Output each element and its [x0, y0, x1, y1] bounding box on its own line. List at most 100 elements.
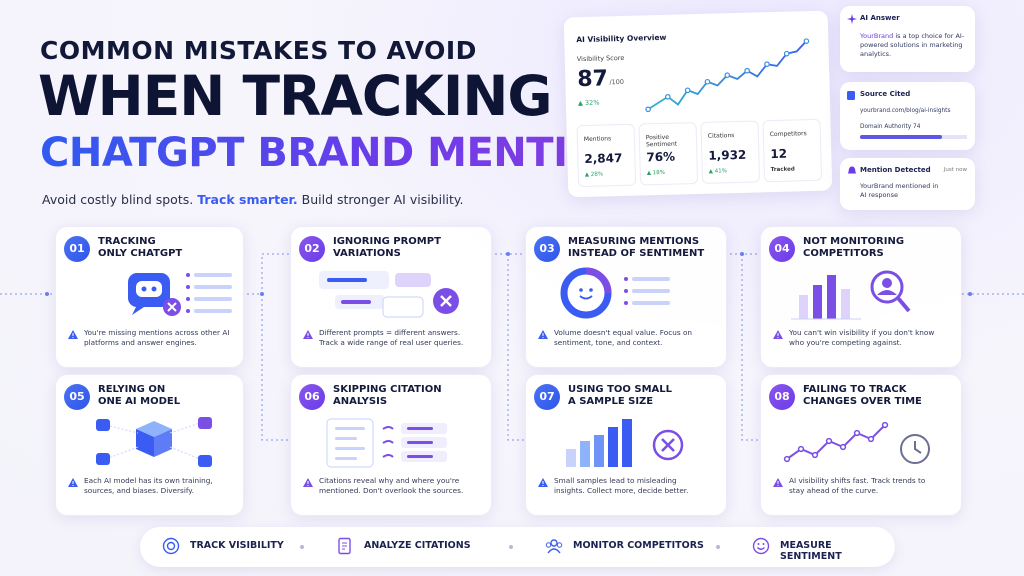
decor: [407, 455, 433, 458]
decor: [777, 337, 779, 338]
mistake-title-line: NOT MONITORING: [803, 236, 905, 247]
decor: [186, 309, 190, 313]
decor: [141, 286, 147, 292]
decor: [72, 337, 74, 338]
decor: [382, 296, 424, 318]
ai-answer-title: AI Answer: [860, 14, 900, 22]
decor: [624, 301, 628, 305]
decor: [162, 537, 180, 555]
footer-item: MEASURE SENTIMENT: [780, 540, 842, 562]
decor: [811, 451, 819, 459]
mistake-card: 08 FAILING TO TRACK CHANGES OVER TIME AI vi…: [760, 374, 962, 516]
decor: [724, 72, 731, 79]
stat-value: 1,932: [708, 147, 747, 163]
score-change: ▲ 32%: [577, 98, 600, 108]
decor: [307, 481, 309, 484]
mistake-title-line: RELYING ON: [98, 384, 166, 395]
footer-icon: [338, 537, 351, 555]
warning-icon: [538, 330, 548, 339]
mistake-title-line: TRACKING: [98, 236, 156, 247]
decor: [307, 333, 309, 336]
stat-card: Competitors 12 Tracked: [762, 118, 823, 183]
mistake-title-line: MEASURING MENTIONS: [568, 236, 700, 247]
stat-card: Mentions 2,847 ▲ 28%: [576, 123, 637, 188]
stat-change: ▲ 18%: [646, 169, 666, 177]
decor: [335, 457, 357, 460]
decor: [407, 441, 433, 444]
decor: [813, 285, 822, 319]
decor: [382, 440, 394, 444]
decor: [624, 289, 628, 293]
decor: [881, 421, 889, 429]
decor: [341, 300, 371, 304]
mistake-title: RELYING ON ONE AI MODEL: [98, 384, 180, 408]
stat-change: ▲ 41%: [708, 168, 728, 175]
decor: [841, 289, 850, 319]
decor: [96, 453, 110, 465]
decor: [853, 429, 861, 437]
mistake-card: 04 NOT MONITORING COMPETITORS You can't win…: [760, 226, 962, 368]
mention-card: Mention Detected Just now YourBrand ment…: [840, 158, 975, 210]
title-line-2: WHEN TRACKING: [38, 64, 553, 128]
decor: [136, 281, 162, 297]
warning-icon: [68, 478, 78, 487]
decor: [579, 288, 583, 292]
decor: [338, 537, 351, 555]
mistake-card: 07 USING TOO SMALL A SAMPLE SIZE Small samp…: [525, 374, 727, 516]
decor: [825, 437, 833, 445]
decor: [542, 337, 544, 338]
mistake-number: 06: [299, 384, 325, 410]
illustration: [560, 267, 670, 319]
decor: [848, 166, 856, 174]
mistake-description: Each AI model has its own training, sour…: [84, 476, 213, 495]
illustration: [566, 419, 684, 467]
decor: [105, 446, 139, 460]
mistake-title: SKIPPING CITATION ANALYSIS: [333, 384, 442, 408]
score-max: /100: [609, 77, 625, 87]
brand: YourBrand: [860, 32, 894, 40]
decor: [764, 61, 770, 67]
decor: [105, 424, 139, 434]
decor: [326, 418, 374, 468]
decor: [395, 273, 431, 287]
mistake-title-line: FAILING TO TRACK: [803, 384, 907, 395]
decor: [744, 67, 750, 74]
mistake-description: You're missing mentions across other AI …: [84, 328, 230, 347]
decor: [105, 422, 201, 460]
mistake-number: 01: [64, 236, 90, 262]
stat-label: Mentions: [583, 135, 612, 143]
mistake-card: 06 SKIPPING CITATION ANALYSIS Citations rev…: [290, 374, 492, 516]
mistake-title: NOT MONITORING COMPETITORS: [803, 236, 904, 260]
decor: [167, 302, 177, 312]
decor: [72, 481, 74, 484]
decor: [665, 93, 671, 100]
stat-change: ▲ 28%: [584, 171, 604, 178]
decor: [136, 429, 154, 457]
decor: [307, 485, 309, 486]
mistake-description: You can't win visibility if you don't kn…: [789, 328, 935, 347]
decor: [608, 427, 618, 467]
score-value: 87: [576, 66, 609, 93]
stat-card: Positive Sentiment 76% ▲ 18%: [638, 122, 699, 186]
decor: [566, 449, 576, 467]
mistake-card: 03 MEASURING MENTIONS INSTEAD OF SENTIMENT…: [525, 226, 727, 368]
decor: [632, 289, 670, 293]
mention-title: Mention Detected: [860, 166, 931, 174]
mistake-title-line: SKIPPING CITATION: [333, 384, 442, 395]
mistake-title-line: IGNORING PROMPT: [333, 236, 441, 247]
decor: [545, 542, 552, 548]
footer-icon: [752, 537, 770, 555]
decor: [624, 277, 628, 281]
decor: [645, 106, 651, 113]
mistake-number: 03: [534, 236, 560, 262]
mistake-card: 02 IGNORING PROMPT VARIATIONS Different pro…: [290, 226, 492, 368]
decor: [752, 537, 770, 555]
subtitle-part: Avoid costly blind spots.: [42, 192, 194, 207]
decor: [661, 438, 675, 452]
mistake-title-line: COMPETITORS: [803, 248, 884, 259]
decor: [757, 543, 760, 545]
mistake-number: 07: [534, 384, 560, 410]
decor: [847, 91, 855, 100]
decor: [556, 542, 563, 548]
decor: [585, 267, 612, 294]
